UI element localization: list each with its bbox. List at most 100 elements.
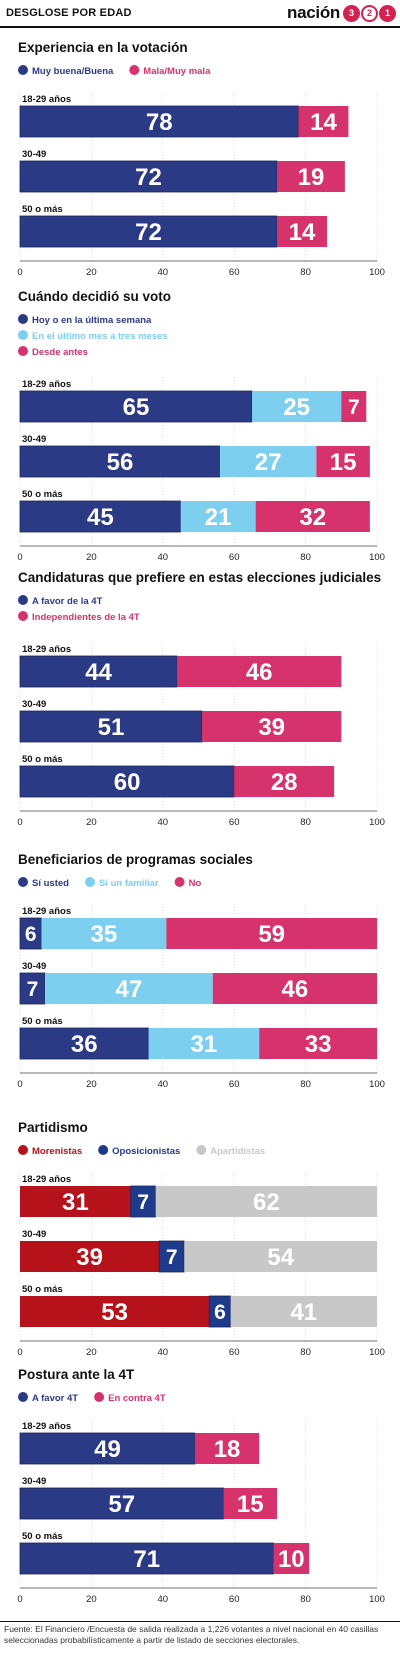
legend-swatch — [174, 877, 185, 887]
bar-segment — [19, 765, 235, 798]
bar-segment — [255, 501, 370, 532]
bar-segment — [219, 446, 317, 477]
category-label: 50 o más — [22, 204, 63, 215]
legend-item: Apartidistas — [196, 1145, 265, 1157]
chart-6: Postura ante la 4T A favor 4T En contra 4T… — [17, 1367, 385, 1605]
x-tick-label: 60 — [229, 817, 240, 828]
bar-segment — [166, 918, 377, 949]
x-tick-label: 100 — [369, 267, 385, 278]
bar-segment — [19, 1432, 196, 1465]
data-label: 14 — [310, 109, 337, 136]
data-label: 25 — [283, 394, 310, 421]
chart-2: Cuándo decidió su voto Hoy o en la última… — [17, 289, 385, 563]
brand-wordmark: nación — [287, 3, 340, 22]
legend-label: Oposicionistas — [112, 1146, 180, 1157]
chart-title: Partidismo — [18, 1120, 88, 1135]
x-tick-label: 40 — [158, 1079, 169, 1090]
bar-segment — [277, 161, 345, 192]
legend-swatch — [129, 65, 140, 75]
data-label: 7 — [348, 396, 360, 419]
data-label: 45 — [87, 504, 114, 531]
data-label: 62 — [253, 1189, 280, 1216]
x-tick-label: 0 — [17, 817, 22, 828]
data-label: 31 — [191, 1031, 218, 1058]
brand-number-3: 3 — [343, 4, 360, 22]
data-label: 18 — [214, 1436, 241, 1463]
category-label: 50 o más — [22, 1284, 63, 1295]
x-tick-label: 0 — [17, 1079, 22, 1090]
x-tick-label: 0 — [17, 267, 22, 278]
legend-item: Independientes de la 4T — [18, 611, 140, 623]
bar-segment — [19, 655, 178, 688]
bar-segment — [41, 918, 167, 949]
bar-segment — [155, 1186, 377, 1217]
legend-swatch — [84, 877, 95, 887]
x-tick-label: 40 — [158, 817, 169, 828]
x-tick-label: 60 — [229, 552, 240, 563]
x-tick-label: 20 — [86, 267, 97, 278]
brand-number-2: 2 — [361, 4, 378, 22]
x-tick-label: 40 — [158, 552, 169, 563]
x-tick-label: 100 — [369, 1347, 385, 1358]
data-label: 6 — [25, 923, 37, 946]
bar-segment — [259, 1028, 377, 1059]
legend-label: Sí usted — [32, 878, 69, 889]
bar-segment — [180, 501, 256, 532]
data-label: 39 — [76, 1244, 103, 1271]
x-tick-label: 40 — [158, 1347, 169, 1358]
data-label: 14 — [289, 219, 316, 246]
x-tick-label: 20 — [86, 1347, 97, 1358]
chart-title: Beneficiarios de programas sociales — [18, 852, 253, 867]
x-tick-label: 20 — [86, 1079, 97, 1090]
data-label: 36 — [71, 1031, 98, 1058]
x-tick-label: 20 — [86, 552, 97, 563]
bar-segment — [223, 1488, 278, 1519]
legend-swatch — [196, 1145, 207, 1155]
data-label: 15 — [330, 449, 357, 476]
category-label: 18-29 años — [22, 906, 71, 917]
category-label: 30-49 — [22, 699, 46, 710]
category-label: 30-49 — [22, 149, 46, 160]
category-label: 18-29 años — [22, 1421, 71, 1432]
bar-segment — [202, 711, 342, 742]
bar-segment — [44, 973, 213, 1004]
x-tick-label: 60 — [229, 1079, 240, 1090]
source-note: Fuente: El Financiero /Encuesta de salid… — [4, 1624, 379, 1645]
legend-label: Independientes de la 4T — [32, 612, 140, 623]
chart-title: Cuándo decidió su voto — [18, 289, 171, 304]
x-tick-label: 20 — [86, 817, 97, 828]
chart-4: Beneficiarios de programas sociales Sí us… — [17, 852, 385, 1090]
legend-item: Morenistas — [18, 1145, 82, 1157]
category-label: 18-29 años — [22, 94, 71, 105]
data-label: 71 — [133, 1546, 160, 1573]
bar-segment — [19, 390, 253, 423]
bar-segment — [148, 1028, 260, 1059]
x-tick-label: 80 — [300, 1594, 311, 1605]
x-tick-label: 100 — [369, 1079, 385, 1090]
bar-segment — [19, 105, 299, 138]
bar-segment — [184, 1241, 377, 1272]
legend-item: Muy buena/Buena — [18, 65, 114, 77]
category-label: 30-49 — [22, 434, 46, 445]
bar-segment — [234, 766, 335, 797]
category-label: 50 o más — [22, 1531, 63, 1542]
data-label: 53 — [101, 1299, 128, 1326]
legend-label: A favor de la 4T — [32, 596, 103, 607]
x-tick-label: 0 — [17, 1594, 22, 1605]
category-label: 18-29 años — [22, 644, 71, 655]
bar-segment — [20, 1186, 131, 1217]
legend-swatch — [94, 1392, 105, 1402]
data-label: 6 — [214, 1301, 226, 1324]
data-label: 7 — [27, 978, 39, 1001]
bar-segment — [19, 1487, 224, 1520]
bar-segment — [273, 1543, 310, 1574]
chart-3: Candidaturas que prefiere en estas elecc… — [17, 570, 385, 828]
data-label: 46 — [282, 976, 309, 1003]
x-tick-label: 80 — [300, 552, 311, 563]
x-tick-label: 80 — [300, 267, 311, 278]
data-label: 57 — [108, 1491, 135, 1518]
x-tick-label: 60 — [229, 267, 240, 278]
legend-item: Oposicionistas — [98, 1145, 180, 1157]
bar-segment — [20, 1296, 210, 1327]
